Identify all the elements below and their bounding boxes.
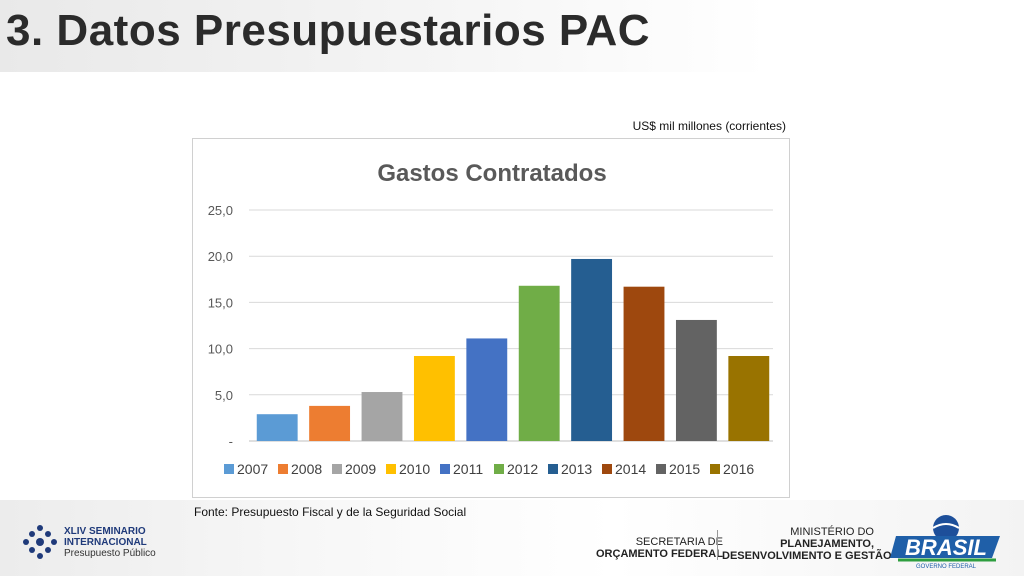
bar-2014 — [623, 286, 665, 441]
y-axis-ticks: - 5,0 10,0 15,0 20,0 25,0 — [208, 203, 233, 449]
ministerio-line1: MINISTÉRIO DO — [790, 526, 874, 538]
bar-2011 — [466, 338, 508, 441]
footer-divider — [717, 530, 718, 560]
legend-label-2012: 2012 — [507, 461, 538, 477]
legend-label-2010: 2010 — [399, 461, 430, 477]
legend-label-2008: 2008 — [291, 461, 322, 477]
y-tick-label: 25,0 — [208, 203, 233, 218]
secretaria-label: SECRETARIA DE ORÇAMENTO FEDERAL — [596, 536, 723, 560]
bar-2009 — [361, 392, 403, 441]
legend-label-2009: 2009 — [345, 461, 376, 477]
legend-swatch-2009 — [332, 464, 342, 474]
legend-label-2014: 2014 — [615, 461, 646, 477]
chart-frame: Gastos Contratados -5,0 10,0 15,0 20,0 25,0 … — [192, 138, 790, 498]
y-tick-label: 20,0 — [208, 249, 233, 264]
legend-swatch-2014 — [602, 464, 612, 474]
legend-swatch-2010 — [386, 464, 396, 474]
bar-2013 — [571, 258, 613, 441]
y-tick-label: 10,0 — [208, 342, 233, 357]
bar-2010 — [413, 355, 455, 441]
legend-swatch-2012 — [494, 464, 504, 474]
y-tick-label: - — [229, 434, 233, 449]
legend-label-2013: 2013 — [561, 461, 592, 477]
legend-label-2015: 2015 — [669, 461, 700, 477]
seminar-line1: XLIV SEMINARIO — [64, 526, 146, 537]
ministerio-line2: PLANEJAMENTO, — [780, 538, 874, 550]
bar-2008 — [309, 405, 351, 441]
brasil-logo-subtext: GOVERNO FEDERAL — [916, 564, 977, 570]
bar-chart: Gastos Contratados -5,010,015,020,025,0 … — [208, 160, 773, 477]
bar-2016 — [728, 355, 770, 441]
seminar-name: XLIV SEMINARIO INTERNACIONAL Presupuesto… — [64, 526, 156, 559]
seminar-logo-icon — [23, 525, 57, 559]
bar-2007 — [256, 414, 298, 441]
secretaria-line2: ORÇAMENTO FEDERAL — [596, 548, 723, 560]
legend: 2007 2008 2009 2010 2011 2012 2013 2014 2015 2016 — [224, 461, 754, 477]
legend-swatch-2015 — [656, 464, 666, 474]
seminar-line2: INTERNACIONAL — [64, 537, 147, 548]
brasil-logo-text: BRASIL — [905, 535, 987, 560]
title-band — [0, 0, 1024, 72]
bar-2012 — [518, 285, 560, 441]
seminar-line3: Presupuesto Público — [64, 548, 156, 559]
secretaria-line1: SECRETARIA DE — [635, 536, 723, 548]
legend-label-2016: 2016 — [723, 461, 754, 477]
legend-swatch-2013 — [548, 464, 558, 474]
legend-swatch-2008 — [278, 464, 288, 474]
legend-swatch-2007 — [224, 464, 234, 474]
legend-label-2007: 2007 — [237, 461, 268, 477]
y-tick-label: 5,0 — [215, 388, 233, 403]
legend-swatch-2011 — [440, 464, 450, 474]
bar-2015 — [675, 319, 717, 441]
units-note: US$ mil millones (corrientes) — [632, 119, 786, 133]
chart-title: Gastos Contratados — [377, 160, 606, 187]
legend-swatch-2016 — [710, 464, 720, 474]
bars — [256, 258, 770, 441]
brasil-logo-icon: BRASIL GOVERNO FEDERAL — [890, 515, 1000, 570]
source-note: Fonte: Presupuesto Fiscal y de la Seguri… — [194, 505, 467, 519]
ministerio-line3: DESENVOLVIMENTO E GESTÃO — [722, 550, 892, 562]
ministerio-label: MINISTÉRIO DO PLANEJAMENTO, DESENVOLVIME… — [722, 526, 892, 562]
page-title: 3. Datos Presupuestarios PAC — [6, 6, 651, 55]
legend-label-2011: 2011 — [453, 461, 483, 477]
y-tick-label: 15,0 — [208, 295, 233, 310]
